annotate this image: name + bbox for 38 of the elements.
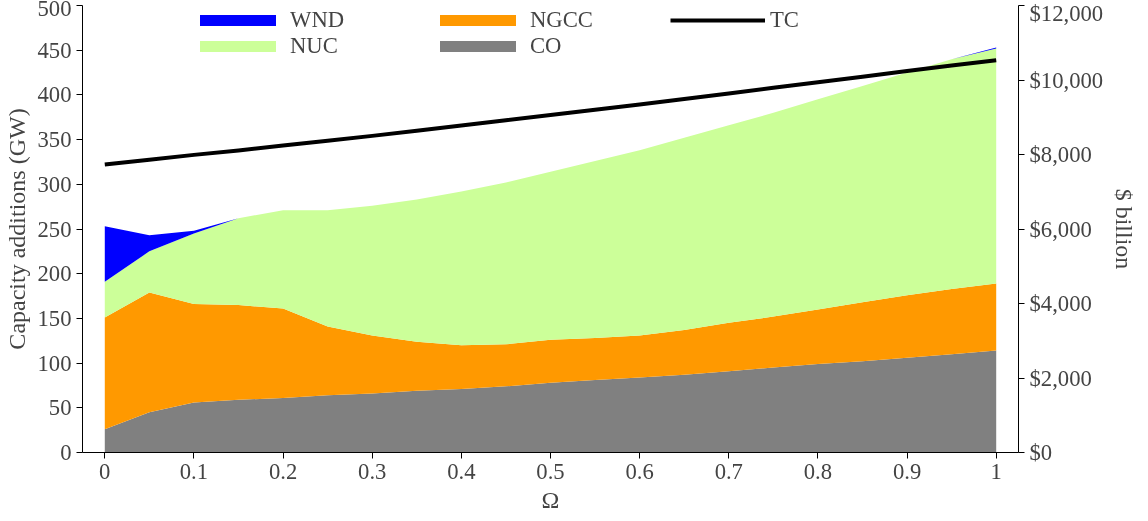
x-tick-label: 0.1 xyxy=(179,458,209,484)
x-tick-label: 0.7 xyxy=(714,458,743,484)
y2-tick-label: $12,000 xyxy=(1029,0,1104,26)
x-tick-label: 0.8 xyxy=(803,458,833,484)
x-tick-label: 0 xyxy=(99,458,111,484)
y-tick-label: 350 xyxy=(37,127,72,153)
y2-tick-label: $2,000 xyxy=(1029,365,1092,391)
y-axis-title: Capacity additions (GW) xyxy=(3,108,30,350)
x-tick-label: 1 xyxy=(990,458,1002,484)
y2-tick-label: $8,000 xyxy=(1029,142,1092,167)
x-axis-title: Ω xyxy=(541,486,560,513)
legend-label: CO xyxy=(530,33,563,59)
legend-label: NUC xyxy=(290,33,339,59)
y-tick-label: 450 xyxy=(37,37,72,63)
x-tick-label: 0.5 xyxy=(536,458,565,484)
y-tick-label: 50 xyxy=(48,395,72,421)
y-tick-label: 400 xyxy=(37,82,72,108)
x-tick-label: 0.2 xyxy=(268,458,298,484)
y2-axis-title: $ billion xyxy=(1111,188,1138,270)
y2-tick-label: $4,000 xyxy=(1029,291,1092,316)
legend-label: WND xyxy=(290,7,346,33)
y2-tick-label: $10,000 xyxy=(1029,67,1104,93)
y-tick-label: 500 xyxy=(37,0,72,21)
y2-tick-label: $0 xyxy=(1029,440,1053,465)
y-tick-label: 300 xyxy=(37,171,72,197)
legend-label: TC xyxy=(770,7,800,33)
y-tick-label: 100 xyxy=(37,350,72,376)
x-tick-label: 0.4 xyxy=(447,458,476,484)
y-tick-label: 150 xyxy=(37,305,72,331)
y2-tick-label: $6,000 xyxy=(1029,216,1092,242)
y-tick-label: 200 xyxy=(37,261,72,287)
legend-label: NGCC xyxy=(530,7,594,33)
x-tick-label: 0.6 xyxy=(625,458,654,484)
line-series xyxy=(102,58,999,167)
x-tick-label: 0.9 xyxy=(892,458,922,484)
y-tick-label: 250 xyxy=(37,216,72,242)
y-tick-label: 0 xyxy=(60,440,72,465)
x-tick-label: 0.3 xyxy=(358,458,387,484)
